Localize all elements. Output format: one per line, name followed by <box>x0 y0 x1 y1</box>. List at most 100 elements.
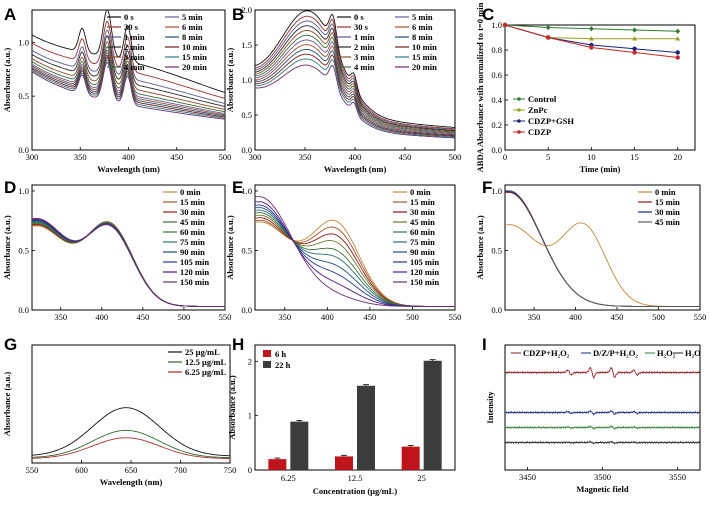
series-line-G-1 <box>32 429 231 459</box>
y-axis-label: ABDA Absorbance with normalized to t=0 m… <box>475 2 485 172</box>
panel-label: F <box>482 178 492 197</box>
legend-label: 105 min <box>180 257 209 267</box>
series-line-B-1 <box>254 15 456 130</box>
series-line-A-2 <box>31 29 226 104</box>
legend-label: CDZP <box>528 127 551 137</box>
x-tick-label: 450 <box>136 312 149 322</box>
data-point <box>502 22 508 28</box>
series-line-B-0 <box>254 10 456 128</box>
x-tick-label: 400 <box>122 152 135 162</box>
x-tick-label: 650 <box>125 465 138 475</box>
panel-E-axes-frame <box>254 184 456 311</box>
x-tick-label: 350 <box>528 312 541 322</box>
x-tick-label: 10 <box>587 152 596 162</box>
legend-label: 0 min <box>410 187 431 197</box>
y-tick-label: 1.5 <box>241 40 252 50</box>
series-line-B-4 <box>254 30 456 133</box>
legend-label: 75 min <box>180 237 205 247</box>
legend-marker <box>517 108 521 112</box>
y-tick-label: 0 <box>248 465 252 475</box>
legend-label: 90 min <box>410 247 435 257</box>
legend-label: 4 min <box>354 62 375 72</box>
series-line-B-5 <box>254 34 456 133</box>
legend-label: 0 s <box>354 12 364 22</box>
x-tick-label: 350 <box>278 312 291 322</box>
x-axis-label: Wavelength (nm) <box>324 164 387 174</box>
y-axis-label: Absorbance (a.u.) <box>225 215 235 280</box>
y-tick-label: 0.0 <box>18 145 29 155</box>
legend-label: 3 min <box>354 52 375 62</box>
x-tick-label: 0 <box>503 152 507 162</box>
panel-I: 3450 3500 3550 CDZP+H₂O₂ D/Z/P+H₂O₂ H₂O₂ H₂O Ma… <box>485 344 701 494</box>
data-point <box>675 28 681 34</box>
legend-label: 30 min <box>180 207 205 217</box>
series-line-F-0 <box>504 222 700 307</box>
y-tick-label: 0.2 <box>491 120 502 130</box>
panel-label: C <box>482 5 494 24</box>
panel-F: 350 400 450 500 550 0.0 0.5 1.0 Absorbance (a.u.… <box>475 184 706 322</box>
y-axis-label: Absorbance (a.u.) <box>2 215 12 280</box>
x-tick-label: 450 <box>364 312 377 322</box>
legend-label: 60 min <box>180 227 205 237</box>
legend-label: 105 min <box>410 257 439 267</box>
x-tick-label: 3550 <box>669 472 686 482</box>
y-tick-label: 1.0 <box>491 20 502 30</box>
x-tick-label: 450 <box>170 152 183 162</box>
legend-label: 10 min <box>412 42 437 52</box>
y-tick-label: 1.0 <box>18 186 29 196</box>
y-axis-label: Absorbance (a.u.) <box>475 215 485 280</box>
x-axis-label: Wavelength (nm) <box>97 164 160 174</box>
x-tick-label: 400 <box>321 312 334 322</box>
legend-label: CDZP+H₂O₂ <box>523 348 570 358</box>
legend-marker <box>517 97 521 101</box>
y-tick-label: 0.4 <box>491 95 502 105</box>
series-line-I-3 <box>504 440 701 445</box>
series-line-A-3 <box>31 35 226 107</box>
series-line-A-6 <box>31 49 226 115</box>
y-axis-label: Intensity <box>485 391 495 424</box>
legend-label: 15 min <box>410 197 435 207</box>
legend-label: 15 min <box>182 52 207 62</box>
legend-label: 45 min <box>655 217 680 227</box>
legend-label: 22 h <box>275 360 291 370</box>
x-tick-label: 15 <box>630 152 639 162</box>
panel-D-axes-frame <box>31 184 226 311</box>
legend-label: 30 s <box>354 22 369 32</box>
legend-swatch <box>263 350 271 357</box>
bar-H-0-1 <box>335 456 353 470</box>
legend-label: 12.5 μg/mL <box>185 357 227 367</box>
y-tick-label: 0.0 <box>491 305 502 315</box>
bar-H-0-2 <box>401 446 420 470</box>
legend-label: 6.25 μg/mL <box>185 367 227 377</box>
legend-label: 15 min <box>180 197 205 207</box>
y-tick-label: 0.0 <box>241 145 252 155</box>
panel-I-axes-frame <box>504 344 701 471</box>
legend-label: 15 min <box>655 197 680 207</box>
series-line-A-11 <box>31 62 226 120</box>
x-tick-label: 3450 <box>519 472 536 482</box>
legend-label: 120 min <box>410 267 439 277</box>
bar-H-1-2 <box>423 360 442 470</box>
legend-label: H₂O₂ <box>657 348 676 358</box>
y-tick-label: 0.8 <box>491 45 502 55</box>
y-axis-label: Absorbance (a.u.) <box>2 48 12 113</box>
series-line-G-2 <box>32 437 231 460</box>
series-line-A-8 <box>31 54 226 117</box>
data-point <box>632 36 637 41</box>
y-tick-label: 0.0 <box>241 305 252 315</box>
panel-C-axes-frame <box>504 24 696 151</box>
series-line-I-1 <box>504 409 701 416</box>
legend-label: 90 min <box>180 247 205 257</box>
legend-label: CDZP+GSH <box>528 116 574 126</box>
series-line-B-10 <box>255 58 455 138</box>
legend-label: 5 min <box>412 12 433 22</box>
legend-label: 150 min <box>180 277 209 287</box>
panel-H-axes-frame <box>254 344 456 471</box>
data-point <box>588 26 594 32</box>
legend-label: 6 min <box>412 22 433 32</box>
legend-label: 45 min <box>410 217 435 227</box>
x-tick-label: 400 <box>95 312 108 322</box>
series-line-B-7 <box>254 44 456 135</box>
legend-label: 2 min <box>124 42 145 52</box>
